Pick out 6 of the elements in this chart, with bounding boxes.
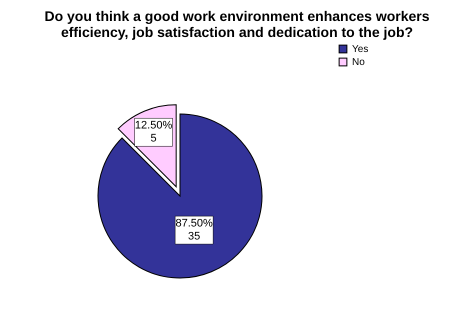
data-label: 87.50% 35 — [175, 218, 213, 243]
text: efficiency, job satisfaction and dedication to the job? — [60, 24, 414, 40]
legend-label: No — [352, 57, 366, 68]
data-label: 12.50% 5 — [134, 120, 172, 145]
legend-label: Yes — [352, 44, 368, 55]
text: Do you think a good work environment enhances workers — [44, 8, 430, 24]
